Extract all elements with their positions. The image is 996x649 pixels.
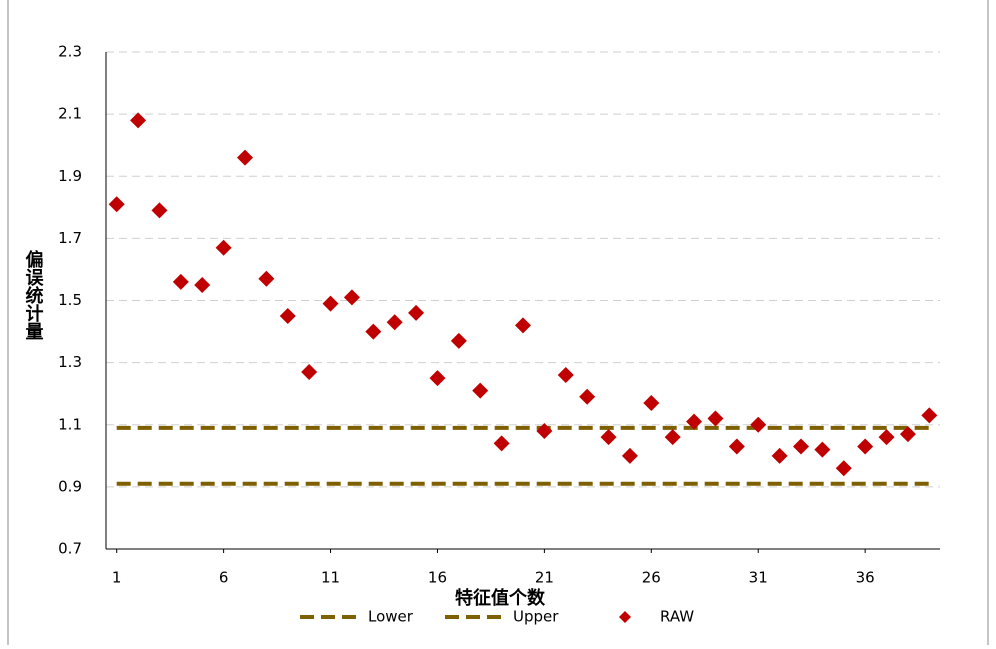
data-point [215, 239, 232, 256]
data-point [194, 276, 211, 293]
data-point [408, 304, 425, 321]
data-point [450, 332, 467, 349]
y-tick-label: 1.9 [58, 167, 82, 185]
data-point [493, 435, 510, 452]
data-point [621, 447, 638, 464]
data-point [750, 416, 767, 433]
data-point [728, 438, 745, 455]
data-point [899, 426, 916, 443]
y-tick-label: 0.7 [58, 540, 82, 558]
y-tick-label: 0.9 [58, 477, 82, 495]
data-point [343, 289, 360, 306]
data-point [664, 429, 681, 446]
data-point [835, 460, 852, 477]
data-point [857, 438, 874, 455]
y-axis-label: 偏误统计量 [23, 249, 44, 340]
data-point [600, 429, 617, 446]
x-tick-label: 6 [219, 569, 229, 587]
data-point [386, 314, 403, 331]
data-point [172, 273, 189, 290]
y-tick-label: 2.3 [58, 43, 82, 61]
data-point [301, 363, 318, 380]
data-point [130, 112, 147, 129]
data-point [108, 196, 125, 213]
legend-swatch [619, 611, 631, 623]
data-point [429, 370, 446, 387]
data-point [814, 441, 831, 458]
x-tick-label: 11 [321, 569, 340, 587]
y-tick-label: 1.5 [58, 291, 82, 309]
x-tick-label: 16 [428, 569, 447, 587]
x-tick-label: 21 [535, 569, 554, 587]
data-point [686, 413, 703, 430]
data-point [707, 410, 724, 427]
y-tick-label: 2.1 [58, 105, 82, 123]
legend-label: RAW [660, 608, 694, 626]
data-point [258, 270, 275, 287]
data-point [579, 388, 596, 405]
x-tick-label: 31 [749, 569, 768, 587]
data-point [237, 149, 253, 166]
data-point [771, 447, 788, 464]
data-point [536, 422, 553, 439]
y-tick-label: 1.1 [58, 415, 82, 433]
data-point [472, 382, 489, 399]
data-point [793, 438, 809, 455]
x-tick-label: 26 [642, 569, 661, 587]
data-point [322, 295, 339, 312]
x-tick-label: 1 [112, 569, 122, 587]
y-tick-label: 1.3 [58, 353, 82, 371]
data-point [878, 429, 895, 446]
data-point [151, 202, 168, 219]
data-point [365, 323, 382, 340]
data-point [515, 317, 531, 334]
data-point [643, 395, 660, 412]
data-point [557, 367, 574, 384]
y-tick-label: 1.7 [58, 229, 82, 247]
legend-label: Lower [368, 608, 414, 626]
data-point [279, 308, 296, 325]
x-axis-label: 特征值个数 [455, 587, 546, 609]
x-tick-label: 36 [856, 569, 875, 587]
data-point [921, 407, 938, 424]
legend-label: Upper [513, 608, 559, 626]
